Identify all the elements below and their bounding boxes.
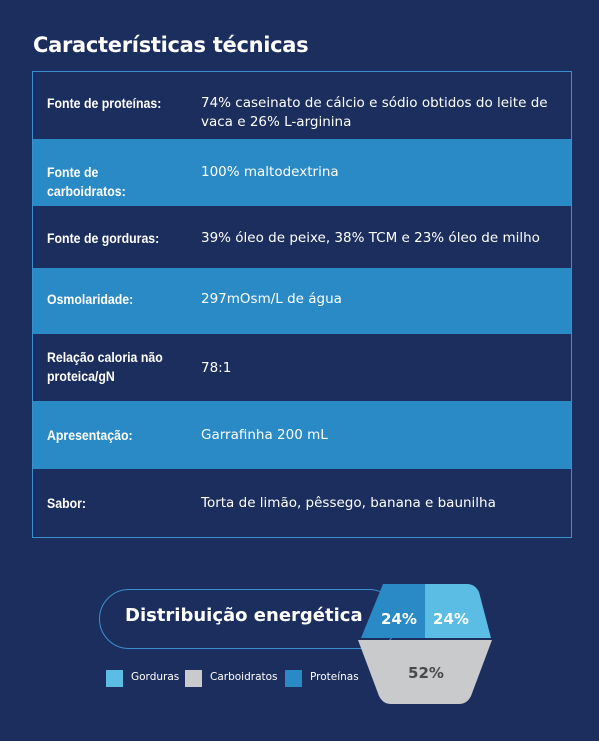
energy-distribution-chart: 24% 24% 52% xyxy=(358,584,492,704)
page-title: Características técnicas xyxy=(33,33,309,57)
spec-label: Osmolaridade: xyxy=(47,291,134,307)
spec-label: Fonte de carboidratos: xyxy=(47,164,126,199)
energy-segment-fats xyxy=(425,584,491,638)
energy-label-fats: 24% xyxy=(433,610,469,628)
spec-row-flavor: Sabor: Torta de limão, pêssego, banana e… xyxy=(33,469,571,537)
spec-value: Torta de limão, pêssego, banana e baunil… xyxy=(201,495,496,511)
energy-label-proteins: 24% xyxy=(381,610,417,628)
energy-title-pill xyxy=(99,589,399,649)
spec-value: 100% maltodextrina xyxy=(201,164,339,180)
energy-label-carbohydrates: 52% xyxy=(408,664,444,682)
spec-row-proteins: Fonte de proteínas: 74% caseinato de cál… xyxy=(33,72,571,139)
spec-value: 297mOsm/L de água xyxy=(201,291,342,307)
spec-row-presentation: Apresentação: Garrafinha 200 mL xyxy=(33,401,571,469)
legend-swatch-proteins xyxy=(285,670,302,687)
spec-label: Relação caloria não proteica/gN xyxy=(47,349,163,384)
specs-table: Fonte de proteínas: 74% caseinato de cál… xyxy=(32,71,572,538)
legend-label: Carboidratos xyxy=(210,671,278,683)
legend-label: Proteínas xyxy=(310,671,359,683)
spec-row-calorie-ratio: Relação caloria não proteica/gN 78:1 xyxy=(33,334,571,401)
spec-value: 78:1 xyxy=(201,360,232,376)
energy-segment-proteins xyxy=(361,584,425,638)
spec-row-carbohydrates: Fonte de carboidratos: 100% maltodextrin… xyxy=(33,139,571,206)
legend-swatch-fats xyxy=(106,670,123,687)
spec-value: 74% caseinato de cálcio e sódio obtidos … xyxy=(201,95,548,130)
spec-row-osmolarity: Osmolaridade: 297mOsm/L de água xyxy=(33,268,571,334)
legend-swatch-carbohydrates xyxy=(185,670,202,687)
spec-value: 39% óleo de peixe, 38% TCM e 23% óleo de… xyxy=(201,230,540,246)
spec-label: Fonte de proteínas: xyxy=(47,95,162,111)
spec-label: Sabor: xyxy=(47,495,87,511)
energy-segment-carbohydrates xyxy=(358,640,492,704)
energy-distribution-title: Distribuição energética xyxy=(125,605,363,626)
spec-value: Garrafinha 200 mL xyxy=(201,427,328,443)
spec-label: Apresentação: xyxy=(47,427,133,443)
spec-row-fats: Fonte de gorduras: 39% óleo de peixe, 38… xyxy=(33,206,571,268)
spec-label: Fonte de gorduras: xyxy=(47,230,160,246)
legend-label: Gorduras xyxy=(131,671,180,683)
